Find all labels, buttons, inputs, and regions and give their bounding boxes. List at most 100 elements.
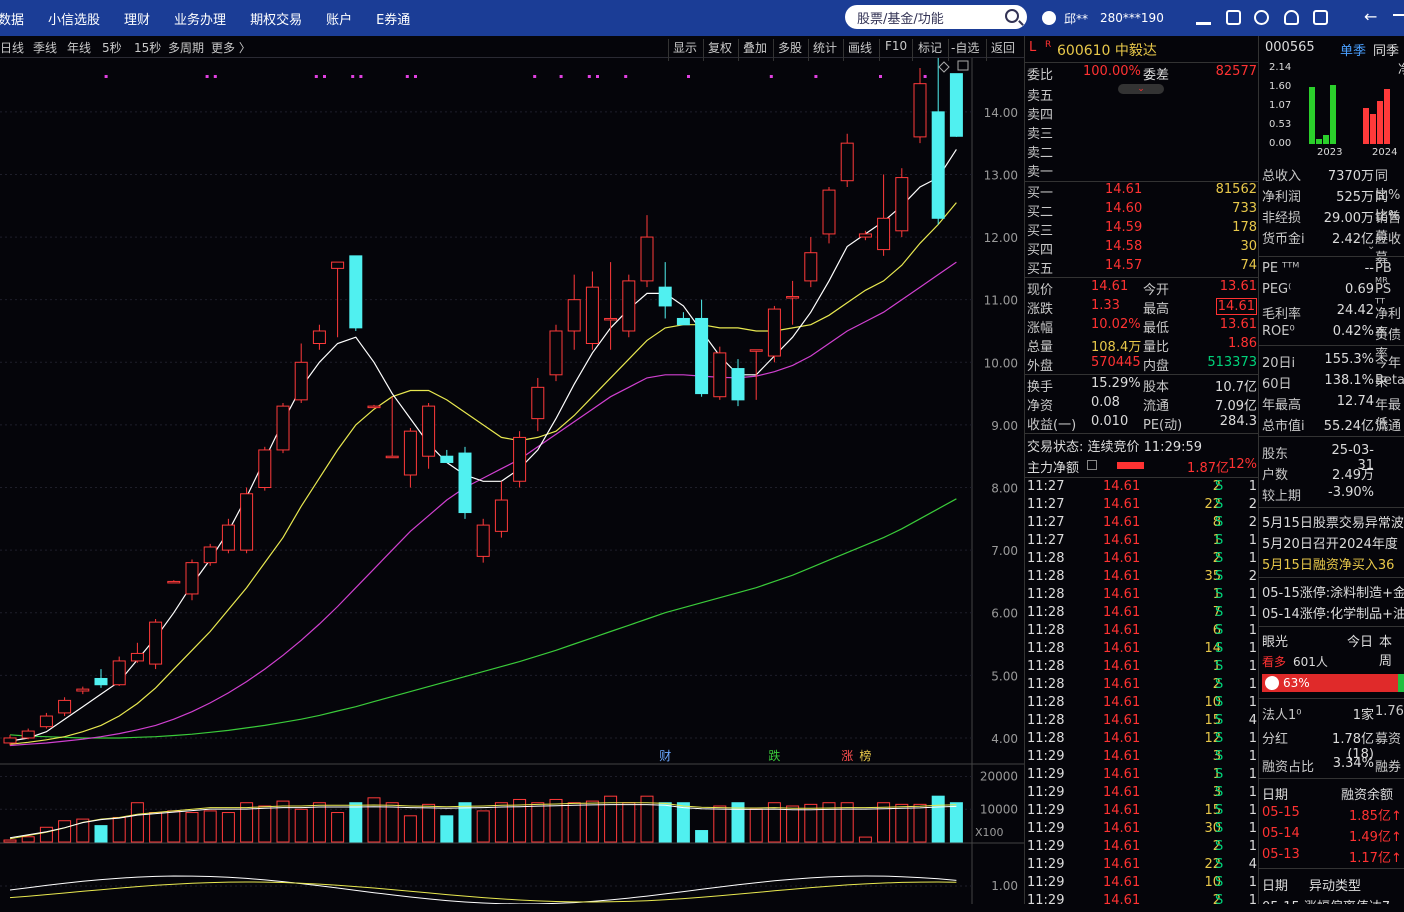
nav-options[interactable]: 期权交易 xyxy=(250,12,303,28)
divider xyxy=(1025,62,1259,63)
margin-balance: 1.85亿↑ xyxy=(1349,809,1402,824)
tick-side: S xyxy=(1215,695,1224,710)
tool-watchlist[interactable]: -自选 xyxy=(951,41,980,55)
user-info[interactable]: 邱** 280***190 xyxy=(1042,0,1164,36)
eye-label: 眼光 xyxy=(1262,635,1289,650)
quote-row: 现价 14.61 今开 13.61 xyxy=(1025,279,1259,298)
period-quarterly[interactable]: 季线 xyxy=(33,41,58,55)
tool-mark[interactable]: 标记 xyxy=(918,41,943,55)
period-more[interactable]: 更多 〉 xyxy=(211,41,251,55)
quote-row: 卖二 xyxy=(1025,142,1259,161)
stat2-label-2: 股本 xyxy=(1143,380,1170,395)
margin-ratio-value: 3.34% xyxy=(1332,756,1374,771)
holder-item-label: 股东 xyxy=(1262,447,1289,462)
expand-order-book-button[interactable]: ⌄ xyxy=(1118,84,1164,94)
diamond-icon xyxy=(938,61,950,73)
candle-body xyxy=(349,255,363,329)
stat-label: 总量 xyxy=(1027,340,1054,355)
tick-time: 11:28 xyxy=(1027,713,1065,728)
limit-up-item[interactable]: 05-15涨停:涂料制造+金 xyxy=(1262,586,1404,601)
volume-bar xyxy=(39,826,53,843)
expand-more-icon[interactable]: ⌄ xyxy=(1367,241,1376,252)
nav-stock-picker[interactable]: 小信选股 xyxy=(48,12,101,28)
margin-balance: 1.49亿↑ xyxy=(1349,830,1402,845)
headset-icon[interactable] xyxy=(1284,10,1299,25)
tab-same-quarter[interactable]: 同季 xyxy=(1373,44,1400,59)
tick-price: 14.61 xyxy=(1103,857,1141,872)
tick-count: 1 xyxy=(1248,659,1257,674)
tick-time: 11:28 xyxy=(1027,677,1065,692)
minimize-icon[interactable] xyxy=(1393,14,1404,16)
nav-e-coupon[interactable]: E券通 xyxy=(376,12,411,28)
tick-time: 11:28 xyxy=(1027,605,1065,620)
settings-icon[interactable] xyxy=(1254,10,1269,25)
tool-overlay[interactable]: 叠加 xyxy=(743,41,768,55)
stat-value: 1.33 xyxy=(1091,298,1120,313)
period-daily[interactable]: 日线 xyxy=(0,41,25,55)
tool-back[interactable]: 返回 xyxy=(991,41,1016,55)
tick-price: 14.61 xyxy=(1103,479,1141,494)
volume-bar xyxy=(240,802,254,843)
top-nav: 数据 小信选股 理财 业务办理 期权交易 账户 E券通 xyxy=(0,0,422,36)
tab-single-quarter[interactable]: 单季 xyxy=(1340,44,1367,59)
news-item[interactable]: 5月20日召开2024年度 xyxy=(1262,537,1398,552)
stock-title: 600610 中毅达 xyxy=(1057,43,1157,59)
tick-volume: 2 xyxy=(1212,677,1221,692)
news-item[interactable]: 5月15日股票交易异常波 xyxy=(1262,516,1404,531)
tick-side: S xyxy=(1215,515,1224,530)
tool-display[interactable]: 显示 xyxy=(673,41,698,55)
quote-row: 涨幅 10.02% 最低 13.61 xyxy=(1025,317,1259,336)
tick-row: 11:28 14.61 6 S 1 xyxy=(1025,623,1259,642)
search-icon[interactable] xyxy=(1005,9,1019,23)
tool-stats[interactable]: 统计 xyxy=(813,41,838,55)
tick-volume: 2 xyxy=(1212,839,1221,854)
tool-multi-stock[interactable]: 多股 xyxy=(778,41,803,55)
divider xyxy=(1259,345,1404,346)
volume-bar xyxy=(21,836,35,843)
note-icon[interactable] xyxy=(1226,10,1241,25)
candle-body xyxy=(622,280,636,332)
price-tick-label: 7.00 xyxy=(991,544,1018,558)
tool-draw[interactable]: 画线 xyxy=(848,41,873,55)
tick-side: S xyxy=(1215,641,1224,656)
candle-body xyxy=(513,436,527,482)
volume-bar xyxy=(676,802,690,843)
nav-business[interactable]: 业务办理 xyxy=(174,12,227,28)
sell-level-label: 卖四 xyxy=(1027,108,1054,123)
year-label: 2024 xyxy=(1372,147,1398,158)
period-yearly[interactable]: 年线 xyxy=(67,41,92,55)
volume-bar xyxy=(94,825,108,843)
message-icon[interactable] xyxy=(1313,10,1328,25)
buy-volume: 30 xyxy=(1240,239,1257,254)
vol-ma-line xyxy=(9,802,957,840)
tool-adjust[interactable]: 复权 xyxy=(708,41,733,55)
divider xyxy=(1259,577,1404,578)
eye-today-tab[interactable]: 今日 xyxy=(1347,635,1374,650)
period-multi[interactable]: 多周期 xyxy=(168,41,205,55)
back-arrow-icon[interactable]: ← xyxy=(1364,7,1378,26)
tool-f10[interactable]: F10 xyxy=(885,39,908,53)
limit-up-item[interactable]: 05-14涨停:化学制品+油 xyxy=(1262,607,1404,622)
nav-account[interactable]: 账户 xyxy=(326,12,353,28)
search-input[interactable]: 股票/基金/功能 xyxy=(845,5,1027,29)
stat2-label-2: PE(动) xyxy=(1143,418,1183,433)
stat-value-2: 13.61 xyxy=(1219,317,1257,332)
perf-item-label: 60日 xyxy=(1262,377,1292,392)
period-5s[interactable]: 5秒 xyxy=(102,41,122,55)
candle-body xyxy=(76,688,90,692)
news-item[interactable]: 5月15日融资净买入36 xyxy=(1262,558,1395,573)
eye-week-tab[interactable]: 本周 xyxy=(1379,635,1393,669)
quote-row: 买四 14.58 30 xyxy=(1025,239,1259,258)
nav-wealth[interactable]: 理财 xyxy=(124,12,151,28)
nav-data[interactable]: 数据 xyxy=(0,12,25,28)
volume-bar xyxy=(767,802,781,843)
tick-price: 14.61 xyxy=(1103,695,1141,710)
tab-net[interactable]: 净 xyxy=(1398,60,1404,77)
tick-volume: 7 xyxy=(1212,605,1221,620)
main-net-menu-icon[interactable] xyxy=(1087,460,1097,470)
kline-chart[interactable]: 14.00 13.00 12.00 11.00 10.00 9.00 8.00 7.00 6.0… xyxy=(0,58,1024,904)
layers-icon[interactable] xyxy=(1196,10,1211,25)
candle-body xyxy=(403,430,417,476)
earnings-bar xyxy=(1323,135,1329,144)
period-15s[interactable]: 15秒 xyxy=(134,41,162,55)
